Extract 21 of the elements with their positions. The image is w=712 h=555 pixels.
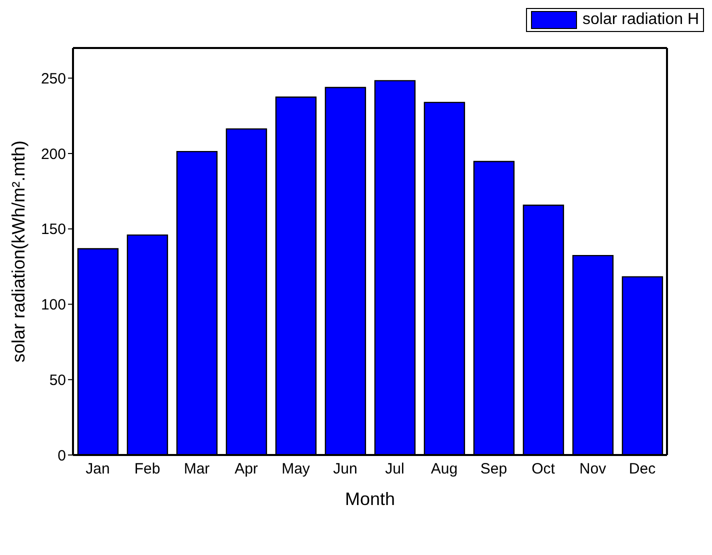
x-tick-label: Jul — [385, 460, 404, 478]
y-tick-label: 0 — [58, 447, 66, 464]
x-tick-label: Oct — [532, 460, 556, 478]
y-tick-label: 50 — [49, 372, 66, 389]
y-tick-label: 250 — [40, 70, 66, 88]
y-tick-label: 200 — [40, 146, 66, 163]
y-axis-title: solar radiation(kWh/m².mth) — [8, 140, 28, 363]
y-tick-label: 150 — [40, 221, 66, 238]
x-axis-title: Month — [344, 489, 396, 509]
x-tick-label: Sep — [480, 460, 508, 478]
x-tick-label: Dec — [628, 460, 656, 478]
x-tick-label: Aug — [430, 460, 458, 478]
x-tick-label: Feb — [134, 460, 160, 478]
x-tick-label: Nov — [579, 460, 607, 478]
x-tick-label: Jan — [86, 460, 110, 478]
y-tick-label: 100 — [40, 296, 66, 314]
x-tick-label: Apr — [234, 460, 258, 478]
x-tick-label: May — [282, 460, 310, 478]
x-tick-label: Mar — [184, 460, 210, 478]
legend-label: solar radiation H — [582, 11, 699, 29]
x-tick-label: Jun — [333, 460, 358, 478]
